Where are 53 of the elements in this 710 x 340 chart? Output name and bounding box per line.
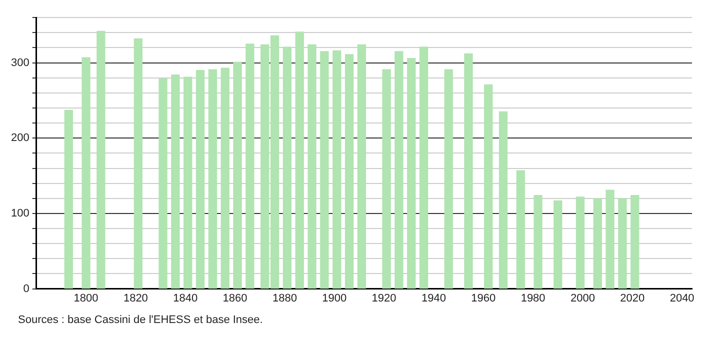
bar <box>394 51 404 289</box>
bar <box>308 44 316 289</box>
bar <box>618 198 627 289</box>
bar <box>64 110 73 289</box>
bar <box>419 46 428 289</box>
bar <box>516 170 525 289</box>
bar <box>357 44 366 289</box>
bar <box>158 78 168 289</box>
bar <box>82 57 90 289</box>
bar <box>464 53 473 289</box>
bar <box>382 69 391 289</box>
source-note: Sources : base Cassini de l'EHESS et base Insee. <box>18 314 264 326</box>
bar <box>344 54 354 289</box>
y-tick-label: 200 <box>10 132 30 144</box>
x-tick-label: 2000 <box>570 292 595 304</box>
bar <box>233 62 242 289</box>
x-tick-label: 1880 <box>272 292 297 304</box>
x-tick-label: 1920 <box>372 292 396 304</box>
bar <box>196 70 205 289</box>
bar <box>593 198 602 289</box>
bar <box>444 69 453 289</box>
y-tick-label: 100 <box>10 208 30 220</box>
y-tick-label: 300 <box>10 56 30 69</box>
x-tick-label: 1980 <box>520 292 546 304</box>
x-tick-label: 1860 <box>222 292 248 304</box>
bar <box>295 32 304 289</box>
bar <box>554 200 562 289</box>
x-tick-label: 2020 <box>620 292 645 304</box>
bar <box>246 44 254 289</box>
bar <box>184 76 192 289</box>
bar <box>320 51 329 289</box>
bar <box>208 69 218 289</box>
x-tick-label: 2040 <box>670 292 694 304</box>
bar <box>630 195 640 289</box>
x-tick-label: 1940 <box>421 292 446 304</box>
bar <box>606 190 614 289</box>
x-tick-label: 1900 <box>322 292 347 304</box>
bar <box>534 195 542 289</box>
bar <box>96 30 106 289</box>
x-tick-label: 1960 <box>471 292 496 304</box>
bar <box>282 46 292 289</box>
bar <box>171 74 180 289</box>
x-tick-label: 1800 <box>74 292 98 304</box>
x-tick-label: 1840 <box>173 292 198 304</box>
bar <box>332 50 342 289</box>
bar <box>484 84 493 289</box>
bar <box>498 111 508 289</box>
x-tick-label: 1820 <box>123 292 148 304</box>
bar <box>220 68 230 289</box>
bar <box>407 58 416 289</box>
bar <box>576 196 585 289</box>
bar <box>134 38 143 289</box>
y-tick-label: 0 <box>23 282 30 295</box>
